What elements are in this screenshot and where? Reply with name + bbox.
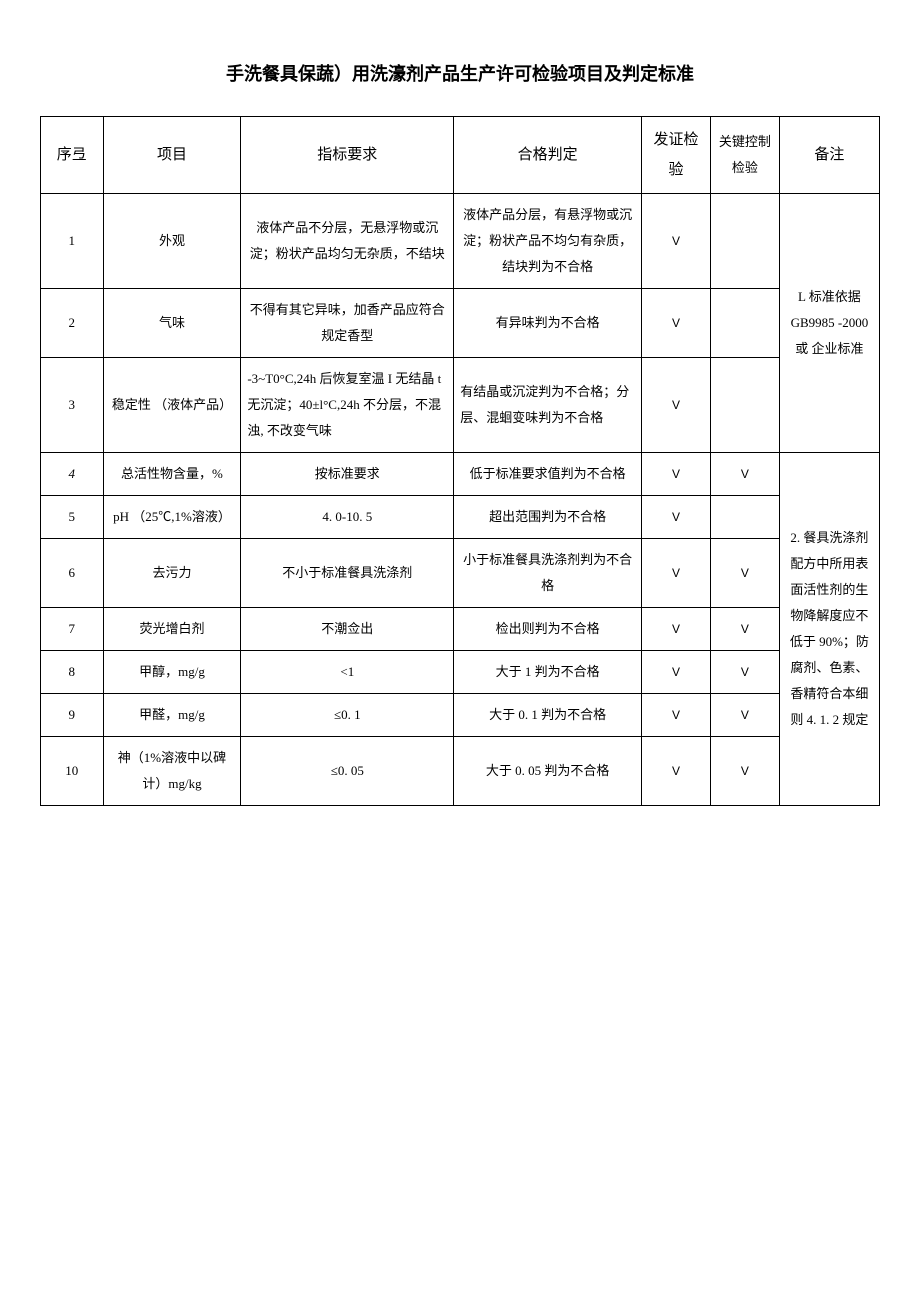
- header-item: 项目: [103, 117, 241, 194]
- cell-key: V: [710, 453, 779, 496]
- page-title: 手洗餐具保蔬）用洗濠剂产品生产许可检验项目及判定标准: [40, 60, 880, 86]
- cell-cert: V: [642, 608, 711, 651]
- cell-seq: 2: [41, 289, 104, 358]
- header-seq: 序弖: [41, 117, 104, 194]
- cell-key: V: [710, 694, 779, 737]
- header-key: 关键控制检验: [710, 117, 779, 194]
- cell-req: 液体产品不分层，无悬浮物或沉淀；粉状产品均匀无杂质，不结块: [241, 194, 454, 289]
- cell-seq: 1: [41, 194, 104, 289]
- table-row: 6 去污力 不小于标准餐具洗涤剂 小于标准餐具洗涤剂判为不合格 V V: [41, 539, 880, 608]
- cell-cert: V: [642, 289, 711, 358]
- cell-item: 甲醇，mg/g: [103, 651, 241, 694]
- cell-key: V: [710, 651, 779, 694]
- cell-seq: 6: [41, 539, 104, 608]
- cell-key: V: [710, 608, 779, 651]
- table-row: 4 总活性物含量，% 按标准要求 低于标准要求值判为不合格 V V 2. 餐具洗…: [41, 453, 880, 496]
- table-row: 8 甲醇，mg/g <1 大于 1 判为不合格 V V: [41, 651, 880, 694]
- note-bottom: 2. 餐具洗涤剂配方中所用表面活性剂的生物降解度应不低于 90%；防腐剂、色素、…: [779, 453, 879, 806]
- cell-cert: V: [642, 539, 711, 608]
- cell-item: pH （25℃,1%溶液）: [103, 496, 241, 539]
- cell-item: 荧光增白剂: [103, 608, 241, 651]
- cell-cert: V: [642, 358, 711, 453]
- cell-item: 气味: [103, 289, 241, 358]
- table-row: 1 外观 液体产品不分层，无悬浮物或沉淀；粉状产品均匀无杂质，不结块 液体产品分…: [41, 194, 880, 289]
- cell-cert: V: [642, 651, 711, 694]
- cell-cert: V: [642, 737, 711, 806]
- cell-seq: 5: [41, 496, 104, 539]
- cell-cert: V: [642, 694, 711, 737]
- header-cert: 发证检验: [642, 117, 711, 194]
- cell-key: [710, 289, 779, 358]
- cell-judge: 大于 0. 1 判为不合格: [454, 694, 642, 737]
- cell-req: ≤0. 05: [241, 737, 454, 806]
- cell-req: ≤0. 1: [241, 694, 454, 737]
- note-top: L 标准依据 GB9985 -2000 或 企业标准: [779, 194, 879, 453]
- cell-req: 按标准要求: [241, 453, 454, 496]
- header-note: 备注: [779, 117, 879, 194]
- cell-item: 稳定性 （液体产品）: [103, 358, 241, 453]
- cell-judge: 大于 1 判为不合格: [454, 651, 642, 694]
- cell-judge: 小于标准餐具洗涤剂判为不合格: [454, 539, 642, 608]
- cell-item: 外观: [103, 194, 241, 289]
- cell-key: V: [710, 737, 779, 806]
- cell-item: 总活性物含量，%: [103, 453, 241, 496]
- cell-judge: 检出则判为不合格: [454, 608, 642, 651]
- cell-req: 不潮佥出: [241, 608, 454, 651]
- cell-judge: 超出范围判为不合格: [454, 496, 642, 539]
- cell-key: V: [710, 539, 779, 608]
- cell-item: 甲醛，mg/g: [103, 694, 241, 737]
- cell-judge: 有结晶或沉淀判为不合格；分层、混蛔变味判为不合格: [454, 358, 642, 453]
- cell-req: 4. 0-10. 5: [241, 496, 454, 539]
- cell-req: -3~T0°C,24h 后恢复室温 I 无结晶 t 无沉淀；40±l°C,24h…: [241, 358, 454, 453]
- cell-cert: V: [642, 194, 711, 289]
- cell-seq: 7: [41, 608, 104, 651]
- cell-req: <1: [241, 651, 454, 694]
- table-row: 10 神（1%溶液中以碑计）mg/kg ≤0. 05 大于 0. 05 判为不合…: [41, 737, 880, 806]
- cell-seq: 4: [41, 453, 104, 496]
- cell-judge: 液体产品分层，有悬浮物或沉淀；粉状产品不均匀有杂质，结块判为不合格: [454, 194, 642, 289]
- cell-cert: V: [642, 453, 711, 496]
- cell-req: 不得有其它异味，加香产品应符合规定香型: [241, 289, 454, 358]
- cell-item: 去污力: [103, 539, 241, 608]
- table-row: 5 pH （25℃,1%溶液） 4. 0-10. 5 超出范围判为不合格 V: [41, 496, 880, 539]
- cell-req: 不小于标准餐具洗涤剂: [241, 539, 454, 608]
- inspection-table: 序弖 项目 指标要求 合格判定 发证检验 关键控制检验 备注 1 外观 液体产品…: [40, 116, 880, 806]
- cell-key: [710, 496, 779, 539]
- cell-key: [710, 358, 779, 453]
- header-req: 指标要求: [241, 117, 454, 194]
- cell-seq: 9: [41, 694, 104, 737]
- table-row: 2 气味 不得有其它异味，加香产品应符合规定香型 有异味判为不合格 V: [41, 289, 880, 358]
- header-judge: 合格判定: [454, 117, 642, 194]
- cell-seq: 8: [41, 651, 104, 694]
- table-row: 3 稳定性 （液体产品） -3~T0°C,24h 后恢复室温 I 无结晶 t 无…: [41, 358, 880, 453]
- cell-judge: 大于 0. 05 判为不合格: [454, 737, 642, 806]
- header-row: 序弖 项目 指标要求 合格判定 发证检验 关键控制检验 备注: [41, 117, 880, 194]
- cell-judge: 低于标准要求值判为不合格: [454, 453, 642, 496]
- cell-judge: 有异味判为不合格: [454, 289, 642, 358]
- cell-key: [710, 194, 779, 289]
- table-row: 9 甲醛，mg/g ≤0. 1 大于 0. 1 判为不合格 V V: [41, 694, 880, 737]
- cell-cert: V: [642, 496, 711, 539]
- cell-seq: 10: [41, 737, 104, 806]
- cell-seq: 3: [41, 358, 104, 453]
- table-row: 7 荧光增白剂 不潮佥出 检出则判为不合格 V V: [41, 608, 880, 651]
- cell-item: 神（1%溶液中以碑计）mg/kg: [103, 737, 241, 806]
